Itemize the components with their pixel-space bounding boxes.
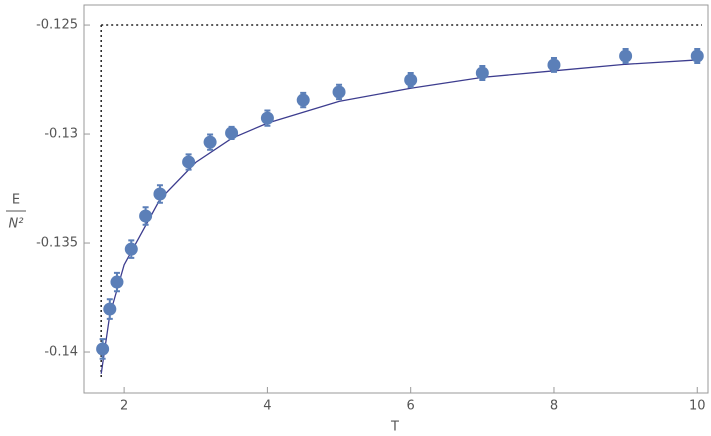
y-tick-label: -0.135 xyxy=(36,236,78,251)
y-tick-label: -0.125 xyxy=(36,18,78,33)
data-point xyxy=(103,302,117,316)
y-tick-label: -0.14 xyxy=(44,345,78,360)
data-point xyxy=(203,135,217,149)
data-point xyxy=(260,111,274,125)
data-point xyxy=(332,85,346,99)
data-point xyxy=(619,49,633,63)
y-axis-label-numerator: E xyxy=(12,193,20,208)
x-axis-label: T xyxy=(390,420,399,435)
data-point xyxy=(110,275,124,289)
data-point xyxy=(182,155,196,169)
x-tick-label: 10 xyxy=(689,399,706,414)
data-point xyxy=(153,187,167,201)
data-point xyxy=(296,93,310,107)
data-point xyxy=(139,209,153,223)
x-tick-label: 6 xyxy=(407,399,415,414)
data-point xyxy=(547,58,561,72)
x-tick-label: 2 xyxy=(120,399,128,414)
plot-frame xyxy=(83,4,709,394)
fit-curve xyxy=(100,59,698,374)
data-point xyxy=(124,242,138,256)
x-tick-label: 8 xyxy=(550,399,558,414)
data-point xyxy=(475,66,489,80)
data-point xyxy=(96,342,110,356)
x-tick-label: 4 xyxy=(263,399,271,414)
data-point xyxy=(404,73,418,87)
data-point xyxy=(690,49,704,63)
y-tick-label: -0.13 xyxy=(44,127,78,142)
y-axis-label-denominator: N² xyxy=(9,217,24,232)
data-point xyxy=(225,126,239,140)
